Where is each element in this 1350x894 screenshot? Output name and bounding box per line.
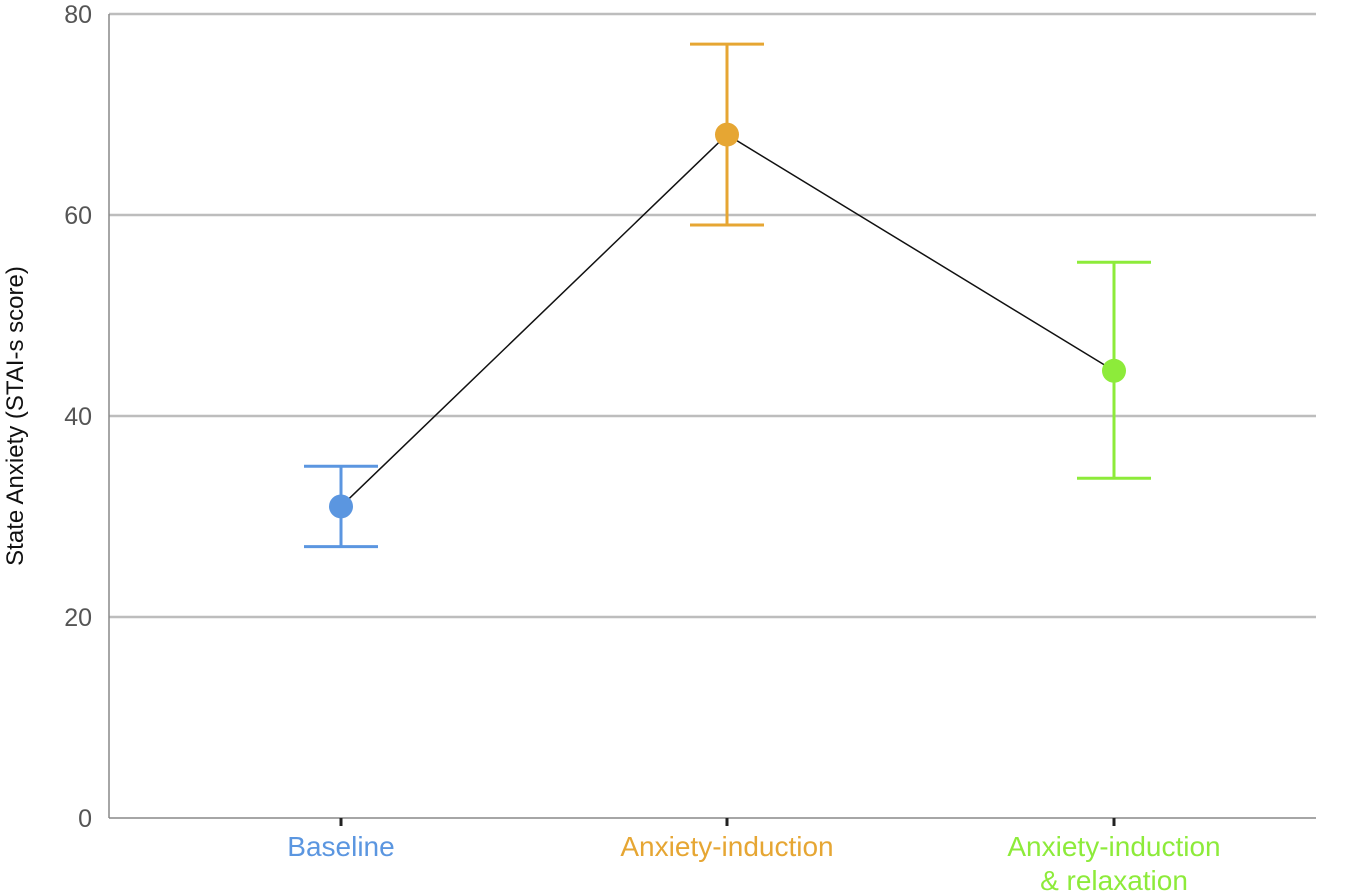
x-category-labels: Baseline Anxiety-induction Anxiety-inducti… xyxy=(287,831,1220,894)
error-bars xyxy=(304,42,1151,549)
mean-points xyxy=(329,122,1126,519)
axes xyxy=(108,14,1316,826)
mean-point xyxy=(1102,358,1126,383)
x-category-label: & relaxation xyxy=(1040,865,1188,894)
x-category-label: Baseline xyxy=(287,831,394,862)
y-tick-labels: 0 20 40 60 80 xyxy=(64,1,92,833)
y-tick-label: 20 xyxy=(64,604,92,632)
y-tick-label: 80 xyxy=(64,1,92,29)
y-tick-label: 0 xyxy=(78,805,92,833)
x-category-label: Anxiety-induction xyxy=(620,831,833,862)
y-axis-title: State Anxiety (STAI-s score) xyxy=(2,266,29,566)
x-category-label: Anxiety-induction xyxy=(1007,831,1220,862)
mean-point xyxy=(715,122,739,147)
grid-lines xyxy=(109,12,1316,619)
y-tick-label: 60 xyxy=(64,202,92,230)
mean-point xyxy=(329,494,353,519)
y-tick-label: 40 xyxy=(64,403,92,431)
